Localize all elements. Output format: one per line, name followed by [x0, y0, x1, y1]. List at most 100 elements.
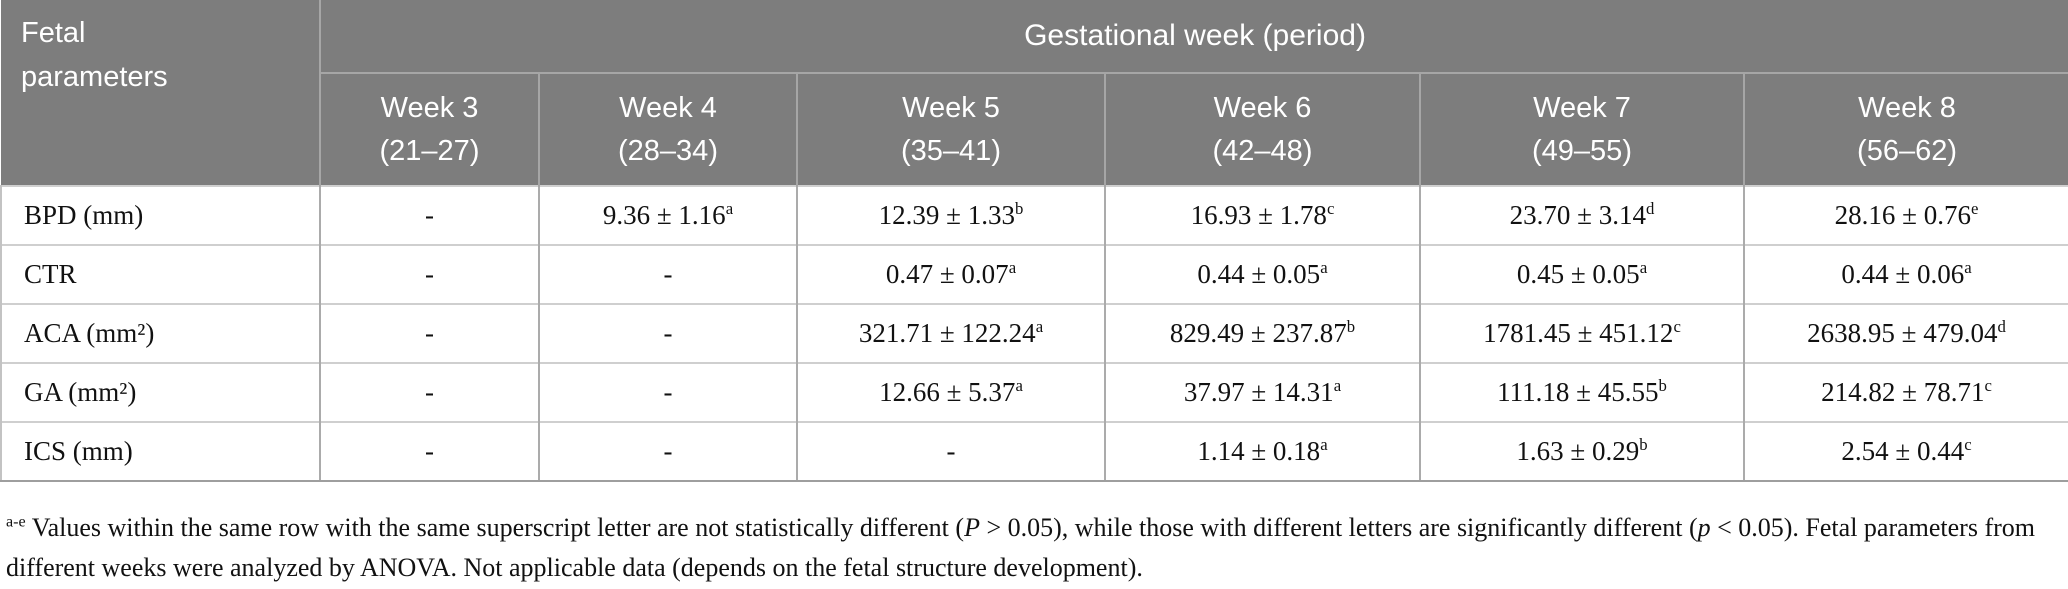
measurement-value: 23.70 ± 3.14	[1509, 200, 1646, 230]
significance-superscript: a	[725, 199, 734, 218]
table-header: Fetal parameters Gestational week (perio…	[1, 0, 2068, 186]
measurement-value: -	[425, 377, 434, 407]
value-cell: 12.66 ± 5.37a	[796, 362, 1105, 422]
measurement-value: -	[425, 436, 434, 466]
significance-superscript: b	[1658, 376, 1667, 395]
value-cell: -	[538, 421, 797, 482]
significance-superscript: c	[1964, 435, 1972, 454]
value-cell: 1.63 ± 0.29b	[1419, 421, 1744, 482]
group-header-gestational-week: Gestational week (period)	[320, 0, 2068, 74]
week-period: (21–27)	[379, 134, 480, 167]
significance-superscript: d	[1997, 317, 2006, 336]
value-cell: 0.44 ± 0.06a	[1742, 244, 2068, 304]
week-label: Week 8	[1858, 92, 1956, 125]
significance-superscript: b	[1346, 317, 1356, 336]
measurement-value: 2638.95 ± 479.04	[1807, 318, 1998, 348]
footnote-text: > 0.05), while those with different lett…	[979, 513, 1698, 542]
significance-superscript: e	[1970, 199, 1979, 218]
value-cell: 111.18 ± 45.55b	[1419, 362, 1744, 422]
corner-header-fetal-parameters: Fetal parameters	[1, 0, 321, 186]
measurement-value: 1.63 ± 0.29	[1516, 436, 1640, 466]
measurement-value: 829.49 ± 237.87	[1169, 318, 1347, 348]
measurement-value: 16.93 ± 1.78	[1190, 200, 1327, 230]
significance-superscript: c	[1673, 317, 1681, 336]
value-cell: 12.39 ± 1.33b	[796, 185, 1105, 245]
value-cell: -	[796, 421, 1105, 482]
measurement-value: 28.16 ± 0.76	[1834, 200, 1971, 230]
fetal-parameters-table: Fetal parameters Gestational week (perio…	[0, 0, 2068, 482]
value-cell: -	[538, 303, 797, 363]
table-row-ga: GA (mm²) - - 12.66 ± 5.37a 37.97 ± 14.31…	[0, 362, 2068, 422]
value-cell: 829.49 ± 237.87b	[1104, 303, 1420, 363]
measurement-value: 12.66 ± 5.37	[879, 377, 1016, 407]
measurement-value: -	[663, 436, 673, 466]
column-header-week-5: Week 5 (35–41)	[796, 73, 1105, 186]
value-cell: 0.45 ± 0.05a	[1419, 244, 1744, 304]
week-label: Week 3	[380, 92, 479, 125]
table-footnote: a-e Values within the same row with the …	[6, 508, 2062, 589]
value-cell: 37.97 ± 14.31a	[1104, 362, 1420, 422]
week-label: Week 7	[1533, 92, 1631, 125]
significance-superscript: a	[1035, 317, 1044, 336]
week-label: Week 6	[1213, 92, 1312, 125]
significance-superscript: a	[1015, 376, 1023, 395]
table-row-ics: ICS (mm) - - - 1.14 ± 0.18a 1.63 ± 0.29b…	[0, 421, 2068, 482]
table-row-aca: ACA (mm²) - - 321.71 ± 122.24a 829.49 ± …	[0, 303, 2068, 363]
table-body: BPD (mm) - 9.36 ± 1.16a 12.39 ± 1.33b 16…	[0, 185, 2068, 482]
measurement-value: -	[425, 200, 434, 230]
value-cell: -	[319, 421, 539, 482]
column-header-week-3: Week 3 (21–27)	[319, 73, 539, 186]
value-cell: -	[319, 244, 539, 304]
significance-superscript: d	[1645, 199, 1655, 218]
measurement-value: 214.82 ± 78.71	[1821, 377, 1985, 407]
footnote-italic-P: P	[964, 513, 980, 542]
measurement-value: 1.14 ± 0.18	[1197, 436, 1321, 466]
value-cell: 9.36 ± 1.16a	[538, 185, 797, 245]
measurement-value: -	[946, 436, 956, 466]
week-period: (42–48)	[1212, 134, 1313, 167]
measurement-value: -	[663, 259, 673, 289]
table-row-ctr: CTR - - 0.47 ± 0.07a 0.44 ± 0.05a 0.45 ±…	[0, 244, 2068, 304]
value-cell: 1.14 ± 0.18a	[1104, 421, 1420, 482]
measurement-value: 0.47 ± 0.07	[885, 259, 1009, 289]
measurement-value: 37.97 ± 14.31	[1183, 377, 1334, 407]
value-cell: 214.82 ± 78.71c	[1742, 362, 2068, 422]
footnote-italic-p: p	[1697, 513, 1711, 542]
measurement-value: 9.36 ± 1.16	[602, 200, 726, 230]
parameter-label: CTR	[0, 244, 320, 304]
week-period: (28–34)	[618, 134, 718, 167]
significance-superscript: a	[1320, 435, 1328, 454]
week-period: (56–62)	[1857, 134, 1957, 167]
significance-superscript: c	[1326, 199, 1335, 218]
value-cell: 2.54 ± 0.44c	[1742, 421, 2068, 482]
value-cell: 0.44 ± 0.05a	[1104, 244, 1420, 304]
week-period: (49–55)	[1532, 134, 1632, 167]
week-label: Week 4	[619, 92, 717, 125]
column-header-week-4: Week 4 (28–34)	[538, 73, 797, 186]
footnote-text: < 0.05). Fetal parameters from different…	[6, 513, 2035, 583]
parameter-label: ICS (mm)	[0, 421, 320, 482]
value-cell: 1781.45 ± 451.12c	[1419, 303, 1744, 363]
parameter-label: ACA (mm²)	[0, 303, 320, 363]
value-cell: 28.16 ± 0.76e	[1742, 185, 2068, 245]
column-header-week-8: Week 8 (56–62)	[1742, 73, 2068, 186]
parameter-label: BPD (mm)	[0, 185, 320, 245]
significance-superscript: a	[1639, 258, 1648, 277]
value-cell: -	[538, 362, 797, 422]
value-cell: 321.71 ± 122.24a	[796, 303, 1105, 363]
significance-superscript: b	[1014, 199, 1024, 218]
significance-superscript: a	[1964, 258, 1972, 277]
week-period: (35–41)	[901, 134, 1001, 167]
week-label: Week 5	[902, 92, 1000, 125]
measurement-value: 321.71 ± 122.24	[858, 318, 1036, 348]
measurement-value: 1781.45 ± 451.12	[1483, 318, 1674, 348]
value-cell: -	[319, 362, 539, 422]
significance-superscript: a	[1320, 258, 1328, 277]
measurement-value: -	[663, 377, 673, 407]
table-row-bpd: BPD (mm) - 9.36 ± 1.16a 12.39 ± 1.33b 16…	[0, 185, 2068, 245]
significance-superscript: c	[1984, 376, 1992, 395]
value-cell: -	[319, 303, 539, 363]
value-cell: 0.47 ± 0.07a	[796, 244, 1105, 304]
footnote-superscript-marker: a-e	[6, 513, 26, 531]
measurement-value: -	[425, 259, 434, 289]
